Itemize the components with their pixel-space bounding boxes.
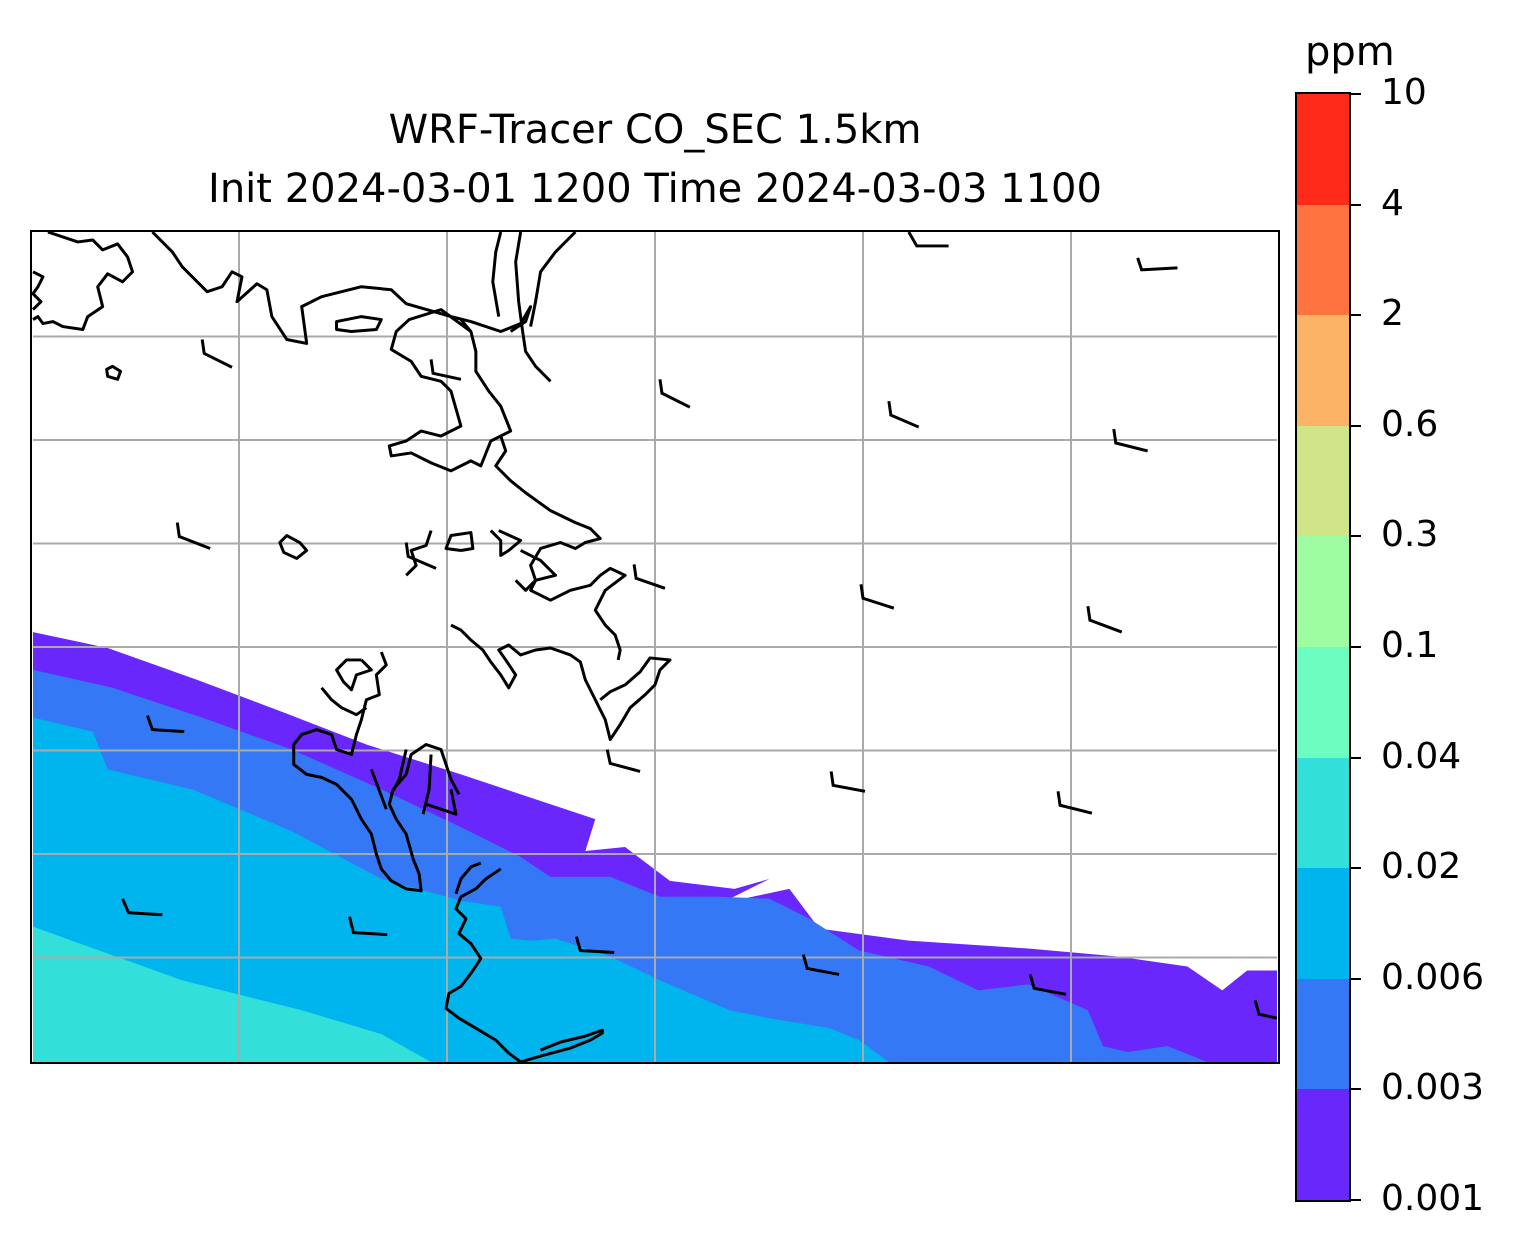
- colorbar-tick: [1351, 535, 1361, 538]
- title-line-2: Init 2024-03-01 1200 Time 2024-03-03 110…: [208, 166, 1102, 212]
- coastlines: [32, 232, 672, 1062]
- colorbar-tick-label: 0.001: [1381, 1178, 1485, 1219]
- wind-barb: [605, 749, 641, 773]
- coastline-west-shore: [320, 658, 373, 717]
- gridlines: [32, 232, 1278, 1062]
- wind-barb: [348, 916, 388, 937]
- wind-barb: [1056, 791, 1093, 815]
- wind-barb: [632, 564, 666, 590]
- colorbar-tick-label: 0.006: [1381, 956, 1485, 998]
- wind-barb: [200, 339, 233, 369]
- map-panel: [30, 230, 1280, 1064]
- map-canvas: [32, 232, 1278, 1062]
- coastline-fjords: [369, 749, 458, 816]
- wind-barb: [1086, 605, 1123, 634]
- colorbar-band: [1297, 1088, 1349, 1200]
- colorbar-band: [1297, 425, 1349, 537]
- wind-barb: [404, 542, 437, 570]
- wind-barb: [801, 954, 840, 976]
- colorbar-tick-label: 0.04: [1381, 735, 1462, 777]
- field-band-0.02: [32, 926, 432, 1062]
- coastline-island-2: [278, 534, 309, 560]
- coastline-peninsula: [292, 651, 461, 893]
- coastline-lakes: [405, 529, 523, 577]
- coastline-island-1: [105, 364, 123, 381]
- field-band-0.006: [32, 717, 889, 1062]
- colorbar-tick: [1351, 424, 1361, 427]
- colorbar-band: [1297, 314, 1349, 426]
- colorbar-tick-label: 10: [1381, 72, 1427, 113]
- wind-barb: [574, 936, 615, 955]
- colorbar: [1295, 92, 1351, 1202]
- colorbar-tick-label: 0.003: [1381, 1067, 1485, 1109]
- colorbar-tick: [1351, 646, 1361, 648]
- wind-barb: [429, 359, 462, 381]
- wind-barbs: [121, 232, 1278, 1020]
- coastline-river-east: [494, 435, 602, 592]
- colorbar-band: [1297, 978, 1349, 1090]
- colorbar-tick: [1351, 1088, 1361, 1091]
- wind-barb: [859, 584, 895, 610]
- colorbar-band: [1297, 535, 1349, 647]
- coastline-northwest: [32, 232, 135, 332]
- coastline-river-south: [444, 867, 522, 1062]
- colorbar-tick-label: 0.6: [1381, 403, 1439, 445]
- wind-barb: [121, 898, 163, 917]
- coastline-bay: [151, 232, 533, 345]
- wind-barb: [658, 379, 691, 409]
- colorbar-band: [1297, 204, 1349, 316]
- colorbar-tick: [1351, 203, 1361, 206]
- coastline-northwest-2: [32, 270, 45, 311]
- colorbar-band: [1297, 867, 1349, 979]
- wind-barb: [1112, 428, 1148, 453]
- coastline-north-lake: [335, 315, 383, 334]
- colorbar-tick: [1351, 977, 1361, 980]
- coastline-estuary: [450, 623, 672, 742]
- coastline-river-south-2: [454, 861, 604, 1062]
- colorbar-tick: [1351, 756, 1361, 759]
- wind-barb: [175, 522, 211, 550]
- wind-barb: [1253, 999, 1278, 1020]
- colorbar-unit-label: ppm: [1305, 29, 1395, 75]
- wind-barb: [887, 400, 920, 429]
- coastline-river: [387, 308, 513, 473]
- colorbar-tick-label: 4: [1381, 182, 1404, 224]
- coastline-central: [519, 549, 627, 661]
- field-band-0.003-pocket: [797, 928, 830, 947]
- colorbar-tick-label: 0.1: [1381, 625, 1439, 666]
- colorbar-band: [1297, 757, 1349, 869]
- wind-barb: [146, 715, 185, 734]
- colorbar-tick-label: 0.02: [1381, 846, 1462, 888]
- colorbar-tick-label: 0.3: [1381, 514, 1439, 556]
- coastline-inlet: [491, 232, 577, 383]
- colorbar-tick-label: 2: [1381, 293, 1404, 335]
- wind-barb: [1136, 257, 1178, 272]
- colorbar-band: [1297, 646, 1349, 758]
- colorbar-band: [1297, 94, 1349, 205]
- colorbar-tick: [1351, 1199, 1361, 1201]
- wind-barb: [829, 771, 866, 793]
- title-line-1: WRF-Tracer CO_SEC 1.5km: [388, 107, 922, 153]
- colorbar-tick: [1351, 867, 1361, 870]
- wind-barb: [1028, 974, 1067, 996]
- colorbar-tick: [1351, 314, 1361, 317]
- colorbar-tick: [1351, 93, 1361, 95]
- wind-barb: [907, 232, 949, 248]
